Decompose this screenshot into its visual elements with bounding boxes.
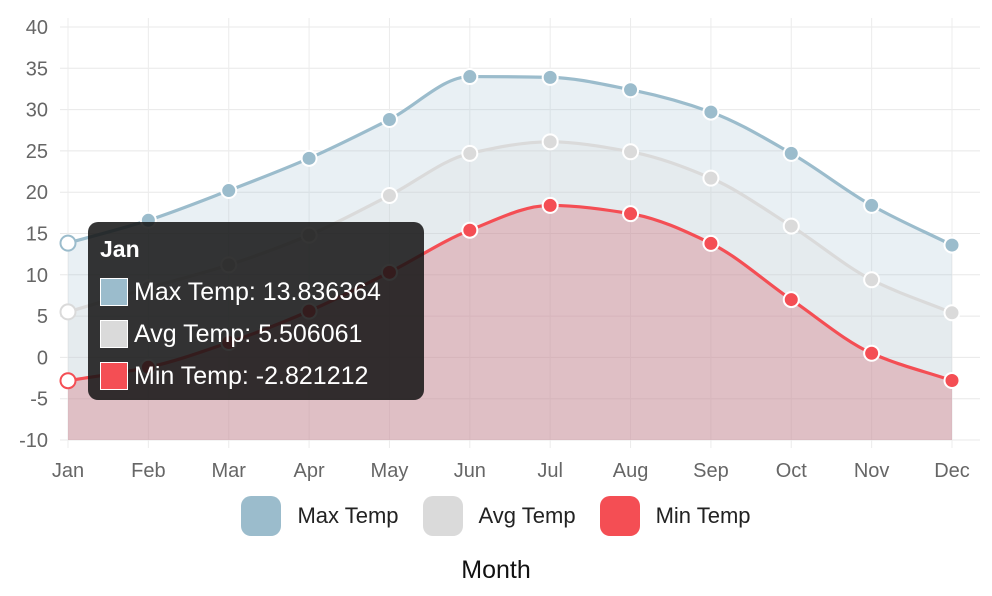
point-min-temp-oct: [782, 291, 800, 309]
point-avg-temp-jul: [541, 133, 559, 151]
legend-swatch-avg-temp: [422, 496, 463, 536]
x-tick-label-feb: Feb: [131, 460, 165, 482]
point-avg-temp-aug: [622, 143, 640, 161]
y-tick-label: -10: [19, 430, 48, 452]
legend-item-min-temp[interactable]: Min Temp: [599, 496, 751, 536]
x-axis-title: Month: [461, 556, 531, 584]
tooltip-swatch-min-temp: [100, 362, 128, 390]
point-avg-temp-nov: [863, 271, 881, 289]
x-tick-label-may: May: [371, 460, 409, 482]
point-avg-temp-jan: [59, 303, 77, 321]
line-max-temp: [67, 74, 953, 247]
x-tick-label-dec: Dec: [934, 460, 970, 482]
x-tick-label-jan: Jan: [52, 460, 84, 482]
tooltip-row-min-temp: Min Temp: -2.821212: [100, 355, 412, 397]
y-tick-label: 0: [37, 347, 48, 369]
x-tick-label-oct: Oct: [776, 460, 808, 482]
point-max-temp-jan: [59, 234, 77, 252]
point-max-temp-sep: [702, 103, 720, 121]
point-avg-temp-oct: [782, 217, 800, 235]
legend-item-max-temp[interactable]: Max Temp: [241, 496, 399, 536]
tooltip-text-avg-temp: Avg Temp: 5.506061: [134, 319, 363, 348]
point-max-temp-mar: [220, 182, 238, 200]
point-avg-temp-sep: [702, 169, 720, 187]
point-min-temp-aug: [622, 205, 640, 223]
y-tick-label: 10: [26, 265, 48, 287]
x-tick-label-mar: Mar: [212, 460, 247, 482]
legend-label-min-temp: Min Temp: [655, 503, 751, 528]
y-tick-label: 25: [26, 141, 48, 163]
y-tick-label: 35: [26, 58, 48, 80]
point-max-temp-jun: [461, 68, 479, 86]
tooltip-swatch-avg-temp: [100, 320, 128, 348]
point-min-temp-jan: [59, 372, 77, 390]
point-max-temp-apr: [300, 149, 318, 167]
tooltip-swatch-max-temp: [100, 278, 128, 306]
point-avg-temp-dec: [943, 304, 961, 322]
point-min-temp-sep: [702, 234, 720, 252]
point-min-temp-nov: [863, 344, 881, 362]
y-tick-label: 20: [26, 182, 48, 204]
point-max-temp-nov: [863, 196, 881, 214]
legend: Max Temp Avg Temp Min Temp: [0, 496, 992, 536]
y-tick-label: 30: [26, 100, 48, 122]
point-min-temp-dec: [943, 372, 961, 390]
legend-label-avg-temp: Avg Temp: [478, 503, 576, 528]
y-tick-label: 15: [26, 224, 48, 246]
tooltip-text-max-temp: Max Temp: 13.836364: [134, 277, 381, 306]
point-avg-temp-jun: [461, 144, 479, 162]
legend-item-avg-temp[interactable]: Avg Temp: [422, 496, 576, 536]
tooltip-row-avg-temp: Avg Temp: 5.506061: [100, 313, 412, 355]
x-tick-label-apr: Apr: [294, 460, 325, 482]
tooltip: Jan Max Temp: 13.836364 Avg Temp: 5.5060…: [88, 222, 424, 400]
legend-label-max-temp: Max Temp: [297, 503, 399, 528]
y-tick-label: 5: [37, 306, 48, 328]
legend-swatch-min-temp: [599, 496, 640, 536]
tooltip-row-max-temp: Max Temp: 13.836364: [100, 271, 412, 313]
legend-swatch-max-temp: [241, 496, 282, 536]
point-max-temp-oct: [782, 144, 800, 162]
point-max-temp-may: [380, 111, 398, 129]
point-max-temp-jul: [541, 68, 559, 86]
x-tick-label-nov: Nov: [854, 460, 890, 482]
point-min-temp-jun: [461, 221, 479, 239]
tooltip-title: Jan: [100, 236, 140, 262]
y-tick-label: 40: [26, 17, 48, 39]
point-min-temp-jul: [541, 196, 559, 214]
x-tick-label-jun: Jun: [454, 460, 486, 482]
y-tick-label: -5: [30, 389, 48, 411]
x-tick-label-sep: Sep: [693, 460, 729, 482]
x-tick-label-jul: Jul: [537, 460, 563, 482]
point-avg-temp-may: [380, 187, 398, 205]
point-max-temp-aug: [622, 81, 640, 99]
tooltip-text-min-temp: Min Temp: -2.821212: [134, 361, 369, 390]
x-tick-label-aug: Aug: [613, 460, 649, 482]
point-max-temp-dec: [943, 236, 961, 254]
